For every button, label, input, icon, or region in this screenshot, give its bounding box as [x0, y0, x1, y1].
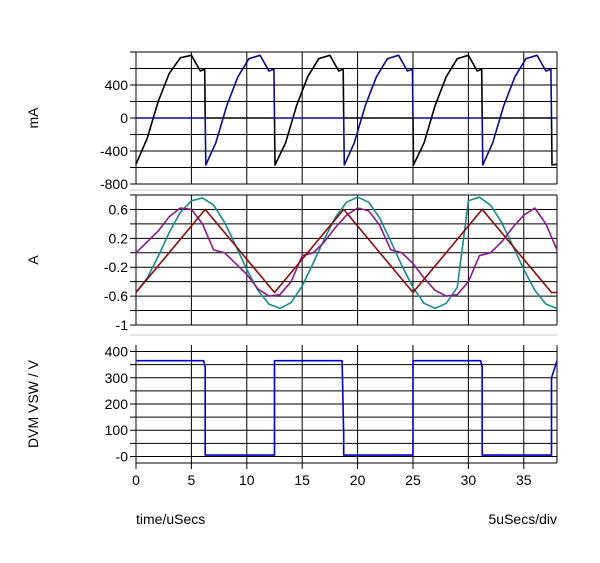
series-line-1	[136, 359, 558, 456]
x-axis-title: time/uSecs	[136, 511, 205, 527]
x-scale-label: 5uSecs/div	[489, 511, 557, 527]
y-tick-label: -0.6	[104, 288, 128, 304]
x-tick-label: 15	[294, 472, 310, 488]
x-tick-label: 25	[405, 472, 421, 488]
y-tick-label: 100	[105, 422, 129, 438]
panel-3: 400 300 200 100 -0 DVM VSW / V 0 5 10 15 20 25 30 35	[25, 344, 558, 488]
y-tick-label: 200	[105, 396, 129, 412]
y-tick-label: 400	[105, 77, 129, 93]
y-tick-label: 300	[105, 370, 129, 386]
x-tick-label: 10	[239, 472, 255, 488]
y-tick-label: 400	[105, 344, 129, 360]
y-tick-label: 0	[120, 110, 128, 126]
y-tick-label: -0	[116, 448, 129, 464]
y-tick-label: -0.2	[104, 259, 128, 275]
x-tick-label: 5	[187, 472, 195, 488]
x-tick-label: 20	[350, 472, 366, 488]
y-axis-title: mA	[25, 107, 41, 129]
series-line-3	[135, 208, 557, 294]
chart-panels: 4000-400-800mA0.60.2-0.2-0.6-1A400300200…	[25, 51, 558, 488]
panel-2: 0.6 0.2 -0.2 -0.6 -1 A	[25, 194, 558, 336]
series-line-1	[135, 54, 558, 166]
y-tick-label: -1	[116, 317, 129, 333]
y-tick-label: -800	[100, 176, 128, 192]
y-axis-title: A	[25, 255, 41, 265]
series-line-2	[135, 207, 558, 297]
x-tick-label: 35	[516, 472, 532, 488]
x-tick-label: 30	[461, 472, 477, 488]
y-tick-label: 0.6	[109, 201, 129, 217]
y-axis-title: DVM VSW / V	[25, 359, 41, 448]
y-tick-label: -400	[100, 143, 128, 159]
panel-1: 400 0 -400 -800 mA	[25, 51, 558, 192]
x-tick-label: 0	[132, 472, 140, 488]
series-line-1	[135, 196, 558, 310]
y-tick-label: 0.2	[109, 230, 129, 246]
series-line-2	[136, 54, 557, 166]
